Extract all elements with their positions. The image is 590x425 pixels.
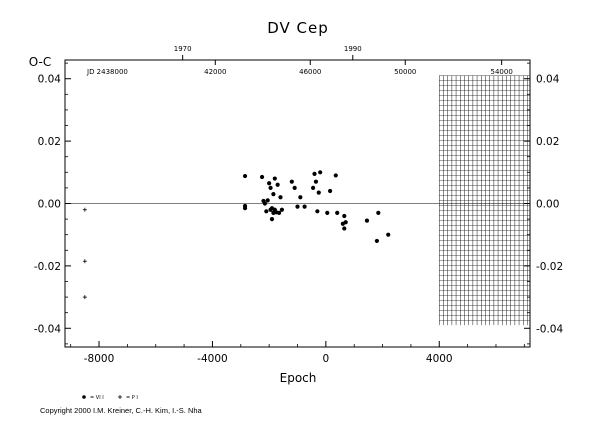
year-tick-label: 1990: [344, 45, 362, 53]
data-point: [364, 218, 370, 223]
jd-origin-label: JD 2438000: [86, 68, 128, 76]
x-tick-label: 0: [323, 353, 330, 365]
y-tick-label-left: 0.04: [38, 74, 62, 86]
y-tick-label-left: 0.00: [38, 199, 61, 211]
x-axis-label: Epoch: [280, 371, 317, 385]
data-point: [278, 195, 283, 200]
x-tick-label: -8000: [84, 353, 115, 365]
legend-marker-plus: [118, 395, 122, 399]
jd-tick-label: 50000: [394, 68, 416, 76]
data-point: [298, 195, 303, 200]
data-point: [328, 188, 333, 194]
y-tick-label-left: 0.02: [38, 136, 61, 148]
data-point: [302, 204, 307, 209]
data-point: [267, 181, 272, 186]
data-point-plus: [82, 259, 87, 264]
data-point: [268, 185, 273, 191]
legend-label-vi: = VI I: [90, 395, 104, 401]
data-point: [279, 207, 285, 212]
data-point: [313, 179, 319, 184]
data-point: [342, 213, 347, 219]
y-tick-label-right: -0.02: [536, 261, 563, 273]
data-point: [312, 171, 317, 176]
hatched-region: [439, 75, 530, 326]
data-point: [262, 201, 267, 206]
y-tick-label-right: 0.02: [536, 136, 559, 148]
legend-label-p: = P I: [126, 395, 138, 401]
data-point: [264, 209, 269, 214]
data-point: [333, 173, 338, 178]
data-point: [386, 232, 391, 237]
copyright-text: Copyright 2000 I.M. Kreiner, C.-H. Kim, …: [40, 406, 202, 415]
y-tick-label-left: -0.02: [34, 261, 61, 273]
data-point: [315, 209, 320, 214]
data-point: [242, 206, 248, 211]
jd-tick-label: 54000: [491, 68, 513, 76]
data-point-plus: [82, 207, 87, 212]
x-tick-label: 4000: [426, 353, 453, 365]
data-point: [265, 198, 270, 203]
data-point: [374, 238, 379, 244]
data-point: [342, 226, 347, 231]
data-point: [269, 216, 275, 222]
data-point: [325, 210, 330, 215]
legend-marker-circle: [82, 395, 86, 399]
y-tick-label-right: 0.04: [536, 74, 560, 86]
data-point: [295, 204, 300, 209]
data-point-plus: [82, 295, 87, 300]
y-tick-label-left: -0.04: [34, 323, 61, 335]
data-point: [318, 170, 323, 175]
data-point: [242, 173, 248, 179]
chart-title: DV Cep: [267, 19, 329, 37]
year-tick-label: 1970: [174, 45, 192, 53]
data-point: [316, 190, 321, 195]
y-tick-label-right: -0.04: [536, 323, 563, 335]
data-point: [343, 220, 348, 225]
data-point: [292, 185, 297, 191]
data-point: [271, 192, 276, 197]
jd-tick-label: 42000: [204, 68, 226, 76]
legend: = VI I = P I: [82, 395, 138, 401]
data-point: [272, 176, 277, 181]
data-point: [335, 210, 340, 215]
jd-tick-label: 46000: [299, 68, 321, 76]
y-tick-label-right: 0.00: [536, 199, 559, 211]
data-point: [275, 182, 280, 187]
data-point: [289, 179, 294, 184]
y-axis-label: O-C: [29, 55, 52, 69]
data-point: [276, 210, 282, 215]
data-point: [376, 210, 381, 215]
x-tick-label: -4000: [197, 353, 228, 365]
data-point: [259, 174, 265, 180]
data-point: [310, 185, 316, 191]
